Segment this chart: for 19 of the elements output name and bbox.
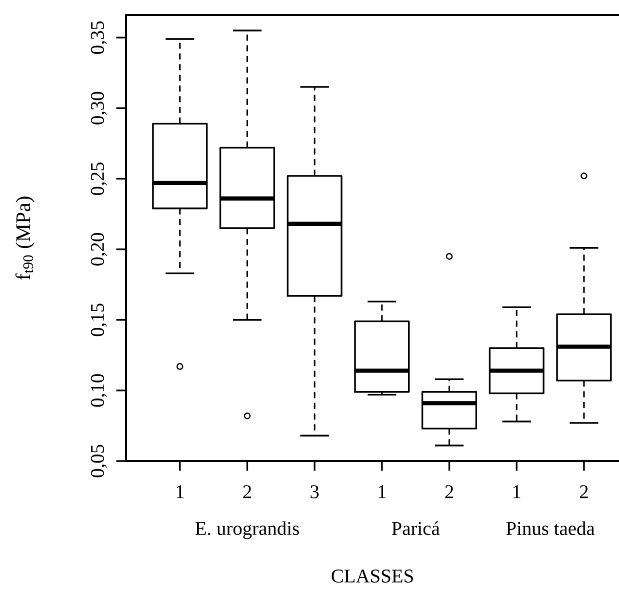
y-tick-label: 0,05 <box>90 444 107 478</box>
x-tick-label: 2 <box>445 485 454 498</box>
text: E. urograndis <box>195 521 299 540</box>
x-tick-label: 1 <box>176 485 184 498</box>
y-tick-label: 0,10 <box>90 374 107 407</box>
y-tick-label: 0,20 <box>90 233 107 266</box>
y-tick-label: 0,25 <box>90 162 107 195</box>
y-tick-label: 0,15 <box>90 304 107 336</box>
x-tick-label: 1 <box>513 485 520 498</box>
x-tick-label: 3 <box>310 485 319 498</box>
x-tick-label: 2 <box>580 485 588 498</box>
x-tick-label: 2 <box>243 485 252 498</box>
text: Paricá <box>392 521 440 536</box>
x-axis-title: CLASSES <box>332 570 413 583</box>
text: Pinus taeda <box>506 521 595 536</box>
y-axis-title: f$_{t90}$ (MPa) <box>15 196 35 280</box>
y-tick-label: 0,35 <box>90 21 107 54</box>
y-tick-label: 0,30 <box>90 92 107 124</box>
x-tick-label: 1 <box>378 485 386 498</box>
